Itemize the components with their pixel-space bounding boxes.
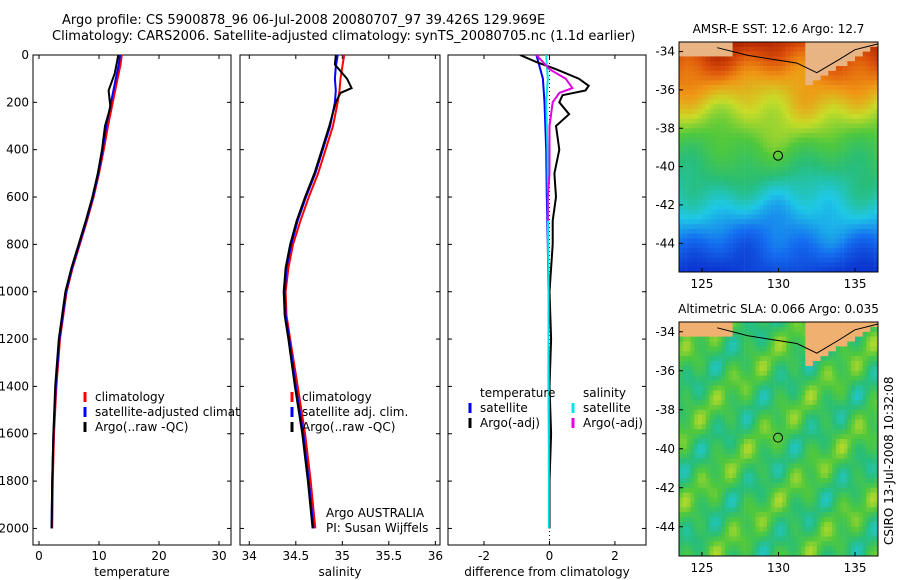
y-tick-label: -42	[655, 481, 675, 495]
annotation-line-1: Argo AUSTRALIA	[326, 506, 425, 520]
profile-panel-difference: -2 0 2 difference from climatology temperatu…	[447, 54, 647, 579]
argo-position-marker	[773, 150, 784, 161]
coastline	[717, 43, 879, 74]
x-tick-label: 36	[428, 549, 443, 563]
x-axis-label: difference from climatology	[464, 565, 630, 579]
y-tick-label: -34	[655, 325, 675, 339]
y-tick-label: 600	[6, 190, 29, 204]
series-line-black	[519, 55, 591, 529]
y-tick-label: 400	[6, 143, 29, 157]
y-tick-label: -40	[655, 442, 675, 456]
y-tick-label: 1000	[0, 285, 29, 299]
legend-entry: satellite	[480, 401, 528, 415]
x-tick-label: 0	[35, 549, 43, 563]
x-tick-label: 20	[151, 549, 166, 563]
legend-entry: climatology	[302, 390, 372, 404]
x-tick-label: 35	[335, 549, 350, 563]
legend-entry: satellite adj. clim.	[302, 405, 408, 419]
y-tick-label: 1600	[0, 427, 29, 441]
y-tick-label: -44	[655, 236, 675, 250]
x-tick-label: 2	[611, 549, 619, 563]
legend-entry: Argo(-adj)	[583, 416, 643, 430]
y-tick-label: -38	[655, 121, 675, 135]
x-tick-label: 0	[546, 549, 554, 563]
argo-position-marker	[773, 432, 784, 443]
series-line-black	[50, 55, 120, 529]
coastline	[717, 323, 879, 354]
title-line-1: Argo profile: CS 5900878_96 06-Jul-2008 …	[62, 13, 546, 28]
y-tick-label: 1200	[0, 332, 29, 346]
x-tick-label: 125	[691, 561, 714, 575]
profile-panel-temperature: 0 10 20 30 temperature 0 200 400 600 800 1000 1200 1…	[0, 48, 273, 579]
y-tick-label: -42	[655, 198, 675, 212]
annotation-line-2: PI: Susan Wijffels	[326, 521, 428, 535]
map-title: Altimetric SLA: 0.066 Argo: 0.035	[678, 302, 879, 316]
x-axis-label: temperature	[94, 565, 169, 579]
plot-frame	[239, 54, 441, 546]
y-tick-label: 800	[6, 237, 29, 251]
y-tick-label: 1800	[0, 474, 29, 488]
title-line-2: Climatology: CARS2006. Satellite-adjuste…	[52, 29, 636, 44]
y-tick-label: -34	[655, 45, 675, 59]
legend-header-temperature: temperature	[480, 386, 555, 400]
legend-entry: satellite-adjusted climatology	[95, 405, 273, 419]
y-tick-label: 2000	[0, 521, 29, 535]
y-tick-label: -36	[655, 83, 675, 97]
plot-frame	[32, 54, 232, 546]
x-tick-label: 125	[691, 277, 714, 291]
x-tick-label: 130	[767, 561, 790, 575]
legend-entry: Argo(..raw -QC)	[302, 420, 395, 434]
x-axis-label: salinity	[318, 565, 361, 579]
y-tick-label: 1400	[0, 379, 29, 393]
y-tick-label: 200	[6, 95, 29, 109]
series-line-magenta	[535, 55, 574, 221]
map-cells	[679, 42, 879, 273]
legend-entry: Argo(-adj)	[480, 416, 540, 430]
legend-entry: climatology	[95, 390, 165, 404]
x-tick-label: 130	[767, 277, 790, 291]
x-tick-label: 34.5	[282, 549, 309, 563]
legend-header-salinity: salinity	[583, 386, 626, 400]
legend-entry: satellite	[583, 401, 631, 415]
profile-panel-salinity: 34 34.5 35 35.5 36 salinity climatologysatelli…	[239, 54, 443, 579]
map-title: AMSR-E SST: 12.6 Argo: 12.7	[693, 22, 865, 36]
y-tick-label: 0	[21, 48, 29, 62]
map-panel-sla-map: Altimetric SLA: 0.066 Argo: 0.035 125 130 1…	[655, 302, 878, 575]
map-panel-sst-map: AMSR-E SST: 12.6 Argo: 12.7 125 130 135 -34 -…	[655, 22, 879, 291]
x-tick-label: 34	[242, 549, 257, 563]
series-line-black	[282, 55, 353, 529]
legend-entry: Argo(..raw -QC)	[95, 420, 188, 434]
x-tick-label: 135	[844, 277, 867, 291]
map-cells	[679, 322, 879, 557]
x-tick-label: -2	[478, 549, 490, 563]
x-tick-label: 30	[211, 549, 226, 563]
y-tick-label: -36	[655, 364, 675, 378]
y-tick-label: -44	[655, 520, 675, 534]
x-tick-label: 35.5	[375, 549, 402, 563]
y-tick-label: -40	[655, 160, 675, 174]
y-tick-label: -38	[655, 403, 675, 417]
x-tick-label: 10	[91, 549, 106, 563]
x-tick-label: 135	[844, 561, 867, 575]
series-line-red	[284, 55, 346, 529]
